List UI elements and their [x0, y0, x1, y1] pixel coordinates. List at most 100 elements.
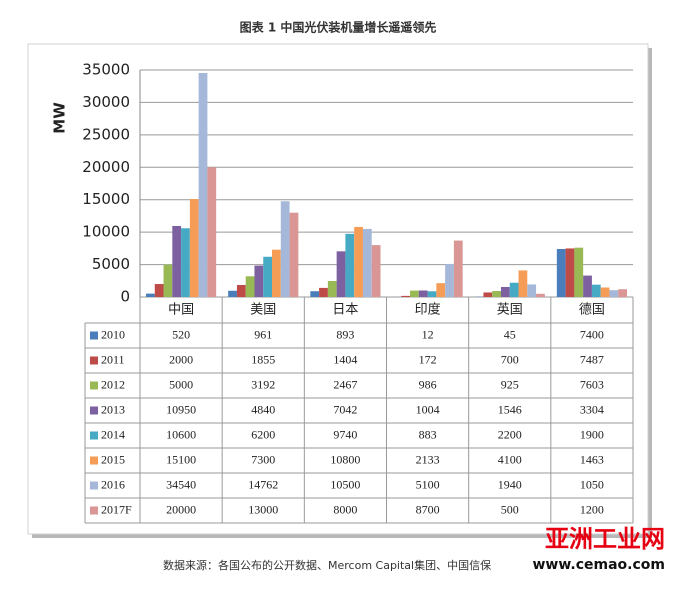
- table-value: 5000: [169, 377, 193, 391]
- table-value: 13000: [248, 502, 278, 516]
- y-tick-label: 5000: [92, 255, 130, 273]
- y-tick-label: 35000: [82, 61, 130, 79]
- table-value: 9740: [333, 427, 357, 441]
- bar: [146, 294, 155, 297]
- y-tick-label: 0: [120, 288, 130, 306]
- bar: [345, 234, 354, 297]
- legend-label: 2011: [101, 352, 125, 366]
- legend-label: 2013: [101, 402, 125, 416]
- table-value: 925: [501, 377, 519, 391]
- bar: [337, 251, 346, 297]
- y-tick-label: 30000: [82, 93, 130, 111]
- bar: [354, 227, 363, 297]
- legend-label: 2010: [101, 327, 125, 341]
- table-value: 2133: [416, 452, 440, 466]
- table-value: 2200: [498, 427, 522, 441]
- bar: [319, 288, 328, 297]
- bar: [445, 264, 454, 297]
- bar: [207, 167, 216, 297]
- x-tick-label: 英国: [497, 303, 523, 318]
- bar: [281, 201, 290, 297]
- table-value: 1200: [580, 502, 604, 516]
- legend-swatch: [90, 507, 98, 515]
- bar: [199, 73, 208, 297]
- table-value: 1855: [251, 352, 275, 366]
- bar: [601, 288, 610, 297]
- y-tick-label: 20000: [82, 158, 130, 176]
- bar: [372, 245, 381, 297]
- table-value: 4100: [498, 452, 522, 466]
- table-value: 1404: [333, 352, 357, 366]
- x-tick-label: 日本: [332, 303, 358, 318]
- bar: [263, 257, 272, 297]
- chart-title: 图表 1 中国光伏装机量增长遥遥领先: [240, 20, 437, 35]
- bar: [228, 291, 237, 297]
- table-value: 10950: [166, 402, 196, 416]
- table-value: 1463: [580, 452, 604, 466]
- source: 数据来源：各国公布的公开数据、Mercom Capital集团、中国信保: [163, 558, 491, 572]
- table-value: 8000: [333, 502, 357, 516]
- table-value: 520: [172, 327, 190, 341]
- legend-label: 2017F: [101, 502, 132, 516]
- y-axis-label: MW: [51, 102, 69, 134]
- table-value: 961: [254, 327, 272, 341]
- bar: [328, 281, 337, 297]
- table-value: 883: [419, 427, 437, 441]
- bar: [557, 249, 566, 297]
- table-value: 893: [336, 327, 354, 341]
- table-value: 2467: [333, 377, 357, 391]
- table-value: 15100: [166, 452, 196, 466]
- bar: [155, 284, 164, 297]
- watermark-name: 亚洲工业网: [545, 525, 665, 553]
- table-value: 10500: [330, 477, 360, 491]
- table-value: 1004: [416, 402, 440, 416]
- bar: [272, 250, 281, 297]
- x-tick-label: 中国: [168, 303, 194, 318]
- y-tick-label: 15000: [82, 190, 130, 208]
- bar: [310, 291, 319, 297]
- legend-swatch: [90, 482, 98, 490]
- bar: [566, 248, 575, 297]
- bar: [246, 276, 255, 297]
- bar: [164, 265, 173, 297]
- table-value: 1546: [498, 402, 522, 416]
- legend-swatch: [90, 382, 98, 390]
- legend-swatch: [90, 432, 98, 440]
- legend-swatch: [90, 407, 98, 415]
- bar: [574, 248, 583, 297]
- legend-label: 2014: [101, 427, 125, 441]
- table-value: 986: [419, 377, 437, 391]
- bar: [501, 287, 510, 297]
- bar: [609, 290, 618, 297]
- bar: [618, 289, 627, 297]
- table-value: 10600: [166, 427, 196, 441]
- legend-label: 2016: [101, 477, 125, 491]
- y-tick-label: 10000: [82, 223, 130, 241]
- table-value: 20000: [166, 502, 196, 516]
- table-value: 1050: [580, 477, 604, 491]
- bar: [190, 199, 199, 297]
- table-value: 7300: [251, 452, 275, 466]
- watermark-url: www.cemao.com: [533, 557, 666, 573]
- table-value: 7042: [333, 402, 357, 416]
- x-tick-label: 美国: [250, 303, 276, 318]
- legend-swatch: [90, 357, 98, 365]
- bar: [237, 285, 246, 297]
- bar: [527, 284, 536, 297]
- bar: [401, 296, 410, 297]
- bar: [536, 294, 545, 297]
- table-value: 4840: [251, 402, 275, 416]
- bar: [172, 226, 181, 297]
- table-value: 10800: [330, 452, 360, 466]
- table-value: 8700: [416, 502, 440, 516]
- table-value: 500: [501, 502, 519, 516]
- table-value: 3192: [251, 377, 275, 391]
- table-value: 172: [419, 352, 437, 366]
- table-value: 14762: [248, 477, 278, 491]
- bar: [492, 291, 501, 297]
- table-value: 2000: [169, 352, 193, 366]
- bar: [410, 291, 419, 297]
- table-value: 1940: [498, 477, 522, 491]
- x-tick-label: 印度: [415, 302, 441, 318]
- bar: [290, 213, 299, 297]
